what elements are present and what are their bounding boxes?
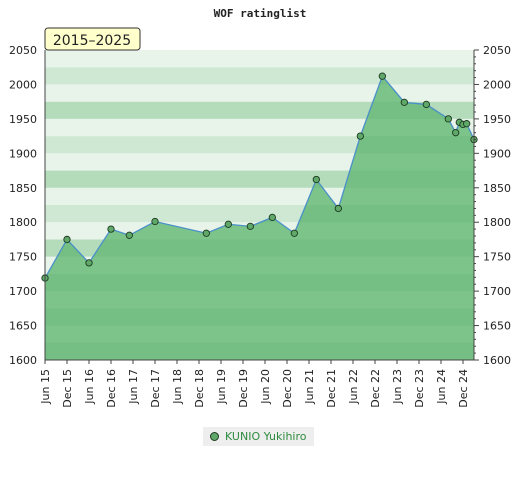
- y-tick-label-right: 1750: [483, 251, 511, 264]
- data-point: [151, 217, 159, 226]
- y-tick-label-right: 1800: [483, 216, 511, 229]
- y-tick-label-left: 1650: [9, 320, 37, 333]
- x-tick-label: Jun 21: [303, 369, 316, 405]
- x-axis: Jun 15 Dec 15 Jun 16 Dec 16 Jun 17 Dec 17 Jun …: [39, 359, 474, 408]
- data-point: [246, 222, 254, 231]
- y-tick-label-right: 1600: [483, 354, 511, 367]
- x-tick-label: Jun 18: [171, 369, 184, 405]
- y-tick-label-right: 1900: [483, 147, 511, 160]
- y-tick-label-left: 1800: [9, 216, 37, 229]
- data-point: [422, 100, 430, 109]
- legend-marker-icon: [210, 432, 219, 441]
- x-tick-label: Dec 17: [149, 369, 162, 408]
- area-band: [45, 342, 474, 360]
- data-point: [125, 231, 133, 239]
- x-tick-label: Jun 17: [127, 369, 140, 405]
- data-point: [85, 259, 93, 267]
- data-point: [312, 175, 320, 184]
- legend-label: KUNIO Yukihiro: [225, 430, 307, 443]
- y-tick-label-right: 2050: [483, 44, 511, 57]
- y-tick-label-right: 2000: [483, 78, 511, 91]
- data-point: [444, 115, 452, 123]
- x-tick-label: Dec 15: [61, 369, 74, 408]
- data-point: [268, 213, 276, 222]
- x-tick-label: Jun 24: [435, 369, 448, 405]
- data-point: [63, 235, 71, 244]
- x-tick-label: Dec 19: [237, 369, 250, 408]
- data-point: [463, 120, 471, 128]
- y-tick-label-left: 2000: [9, 78, 37, 91]
- x-tick-label: Dec 24: [457, 369, 470, 408]
- area-band: [45, 308, 474, 326]
- x-tick-label: Jun 23: [391, 369, 404, 405]
- data-point: [107, 225, 115, 233]
- y-tick-label-right: 1850: [483, 182, 511, 195]
- x-tick-label: Dec 16: [105, 369, 118, 408]
- area-band: [45, 273, 474, 292]
- x-tick-label: Dec 18: [193, 369, 206, 408]
- background-band: [45, 67, 474, 85]
- y-tick-label-left: 1850: [9, 182, 37, 195]
- y-tick-label-left: 2050: [9, 44, 37, 57]
- x-tick-label: Jun 19: [215, 369, 228, 405]
- data-point: [400, 98, 408, 107]
- y-tick-label-left: 1900: [9, 147, 37, 160]
- background-band: [45, 50, 474, 68]
- chart-title: WOF ratinglist: [214, 7, 307, 20]
- x-tick-label: Jun 16: [83, 369, 96, 405]
- y-tick-label-left: 1600: [9, 354, 37, 367]
- period-label: 2015–2025: [53, 33, 131, 49]
- x-tick-label: Jun 15: [39, 369, 52, 405]
- rating-area: [45, 76, 474, 360]
- y-tick-label-left: 1750: [9, 251, 37, 264]
- y-axis-left: 1600 1650 1700 1750 1800 1850 1900 1950 2000 2050: [9, 44, 46, 367]
- data-point: [378, 72, 386, 80]
- data-point: [290, 229, 298, 237]
- x-tick-label: Dec 21: [325, 369, 338, 408]
- legend: KUNIO Yukihiro: [203, 427, 314, 446]
- y-tick-label-right: 1700: [483, 285, 511, 298]
- data-point: [334, 204, 342, 213]
- background-band: [45, 101, 474, 119]
- y-tick-label-left: 1700: [9, 285, 37, 298]
- period-badge: 2015–2025: [44, 27, 141, 51]
- area-band: [45, 239, 474, 257]
- x-tick-label: Jun 22: [347, 369, 360, 405]
- data-point: [202, 229, 210, 237]
- y-axis-right: 1600 1650 1700 1750 1800 1850 1900 1950 2000 2050: [473, 44, 511, 367]
- y-tick-label-left: 1950: [9, 113, 37, 126]
- y-tick-label-right: 1650: [483, 320, 511, 333]
- y-tick-label-right: 1950: [483, 113, 511, 126]
- background-band: [45, 84, 474, 102]
- data-point: [356, 132, 364, 140]
- x-tick-label: Dec 22: [369, 369, 382, 408]
- data-points: [41, 72, 478, 282]
- x-tick-label: Dec 23: [413, 369, 426, 408]
- period-badge-box: [44, 27, 141, 51]
- data-point: [452, 129, 460, 137]
- x-tick-label: Jun 20: [259, 369, 272, 405]
- data-point: [224, 220, 232, 228]
- x-tick-label: Dec 20: [281, 369, 294, 408]
